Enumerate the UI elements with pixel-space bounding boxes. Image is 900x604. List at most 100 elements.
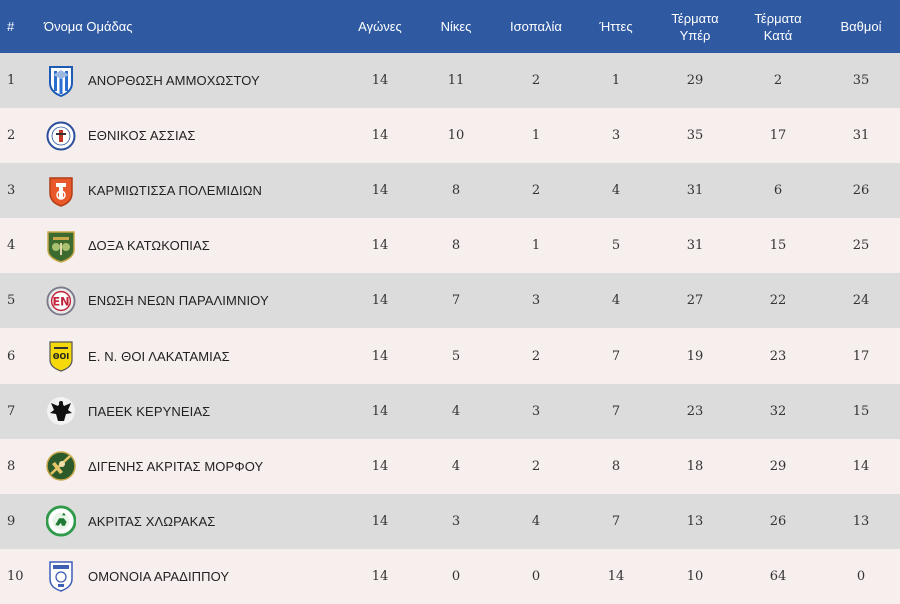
played-cell: 14 [371,513,389,529]
rank-cell: 9 [7,513,16,529]
wins-cell: 10 [447,128,465,144]
losses-cell: 14 [607,568,625,584]
goals-for-cell: 31 [686,238,704,254]
team-name[interactable]: ΚΑΡΜΙΩΤΙΣΣΑ ΠΟΛΕΜΙΔΙΩΝ [88,183,263,199]
played-cell: 14 [371,458,389,474]
goals-against-cell: 26 [769,513,787,529]
draws-cell: 3 [531,403,541,419]
goals-for-cell: 29 [686,73,704,89]
team-name[interactable]: ΟΜΟΝΟΙΑ ΑΡΑΔΙΠΠΟΥ [88,568,230,584]
doxa-logo [46,229,76,263]
header-goals-for: Τέρματα Υπέρ [656,0,734,53]
team-name[interactable]: ΕΘΝΙΚΟΣ ΑΣΣΙΑΣ [88,128,196,144]
goals-for-cell: 18 [686,458,704,474]
ethnikos-assias-logo [46,119,76,153]
paeek-logo [46,394,76,428]
points-cell: 15 [852,403,870,419]
table-row: 3 ΚΑΡΜΙΩΤΙΣΣΑ ΠΟΛΕΜΙΔΙΩΝ 14 8 2 4 31 6 26 [0,163,900,219]
header-goals-for-line1: Τέρματα [671,10,719,26]
wins-cell: 4 [451,403,461,419]
goals-for-cell: 35 [686,128,704,144]
team-name[interactable]: ΔΟΞΑ ΚΑΤΩΚΟΠΙΑΣ [88,238,210,254]
wins-cell: 7 [451,293,461,309]
header-goals-against-line2: Κατά [763,27,793,43]
goals-against-cell: 2 [773,73,783,89]
table-row: 6 ΘΟΙ Ε. Ν. ΘΟΙ ΛΑΚΑΤΑΜΙΑΣ 14 5 2 7 19 23 17 [0,328,900,384]
draws-cell: 0 [531,568,541,584]
team-name[interactable]: ΕΝΩΣΗ ΝΕΩΝ ΠΑΡΑΛΙΜΝΙΟΥ [88,293,269,309]
header-points: Βαθμοί [840,19,882,34]
losses-cell: 3 [611,128,621,144]
losses-cell: 7 [611,348,621,364]
digenis-logo [46,449,76,483]
wins-cell: 8 [451,183,461,199]
points-cell: 31 [852,128,870,144]
wins-cell: 4 [451,458,461,474]
goals-against-cell: 64 [769,568,787,584]
points-cell: 14 [852,458,870,474]
omonoia-aradippou-logo [46,559,76,593]
team-name[interactable]: ΑΚΡΙΤΑΣ ΧΛΩΡΑΚΑΣ [88,513,216,529]
team-cell: ΠΑΕΕΚ ΚΕΡΥΝΕΙΑΣ [44,384,344,439]
rank-cell: 5 [7,293,16,309]
anorthosis-logo [46,64,76,98]
team-cell: ΟΜΟΝΟΙΑ ΑΡΑΔΙΠΠΟΥ [44,549,344,604]
header-goals-against-line1: Τέρματα [754,10,802,26]
goals-for-cell: 19 [686,348,704,364]
header-goals-for-line2: Υπέρ [679,27,711,43]
rank-cell: 6 [7,348,16,364]
table-row: 5 EN ΕΝΩΣΗ ΝΕΩΝ ΠΑΡΑΛΙΜΝΙΟΥ 14 7 3 4 27 22 24 [0,273,900,329]
played-cell: 14 [371,128,389,144]
wins-cell: 11 [447,73,465,89]
header-goals-against: Τέρματα Κατά [734,0,822,53]
table-row: 2 ΕΘΝΙΚΟΣ ΑΣΣΙΑΣ 14 10 1 3 35 17 31 [0,108,900,164]
header-rank: # [7,19,15,34]
wins-cell: 8 [451,238,461,254]
played-cell: 14 [371,238,389,254]
wins-cell: 5 [451,348,461,364]
draws-cell: 1 [531,238,541,254]
goals-for-cell: 23 [686,403,704,419]
draws-cell: 2 [531,73,541,89]
goals-against-cell: 6 [773,183,783,199]
goals-against-cell: 17 [769,128,787,144]
enp-logo: EN [46,284,76,318]
team-cell: EN ΕΝΩΣΗ ΝΕΩΝ ΠΑΡΑΛΙΜΝΙΟΥ [44,273,344,328]
points-cell: 25 [852,238,870,254]
team-cell: ΕΘΝΙΚΟΣ ΑΣΣΙΑΣ [44,108,344,163]
team-cell: ΔΟΞΑ ΚΑΤΩΚΟΠΙΑΣ [44,218,344,273]
goals-against-cell: 23 [769,348,787,364]
header-team: Όνομα Ομάδας [44,19,133,34]
rank-cell: 8 [7,458,16,474]
rank-cell: 4 [7,238,16,254]
draws-cell: 3 [531,293,541,309]
wins-cell: 3 [451,513,461,529]
table-row: 1 ΑΝΟΡΘΩΣΗ ΑΜΜΟΧΩΣΤΟΥ 14 11 2 1 29 2 35 [0,53,900,109]
goals-against-cell: 15 [769,238,787,254]
points-cell: 35 [852,73,870,89]
draws-cell: 2 [531,458,541,474]
losses-cell: 7 [611,513,621,529]
goals-against-cell: 32 [769,403,787,419]
draws-cell: 2 [531,183,541,199]
goals-against-cell: 29 [769,458,787,474]
team-name[interactable]: ΠΑΕΕΚ ΚΕΡΥΝΕΙΑΣ [88,403,211,419]
rank-cell: 3 [7,183,16,199]
losses-cell: 4 [611,293,621,309]
table-row: 8 ΔΙΓΕΝΗΣ ΑΚΡΙΤΑΣ ΜΟΡΦΟΥ 14 4 2 8 18 29 14 [0,438,900,494]
table-header-row: # Όνομα Ομάδας Αγώνες Νίκες Ισοπαλία Ήττ… [0,0,900,53]
header-losses: Ήττες [599,19,633,34]
header-draws: Ισοπαλία [510,19,562,34]
team-name[interactable]: ΑΝΟΡΘΩΣΗ ΑΜΜΟΧΩΣΤΟΥ [88,73,260,89]
losses-cell: 7 [611,403,621,419]
played-cell: 14 [371,568,389,584]
team-cell: ΔΙΓΕΝΗΣ ΑΚΡΙΤΑΣ ΜΟΡΦΟΥ [44,439,344,494]
table-row: 9 ΑΚΡΙΤΑΣ ΧΛΩΡΑΚΑΣ 14 3 4 7 13 26 13 [0,493,900,549]
header-played: Αγώνες [358,19,402,34]
team-name[interactable]: Ε. Ν. ΘΟΙ ΛΑΚΑΤΑΜΙΑΣ [88,348,230,364]
team-name[interactable]: ΔΙΓΕΝΗΣ ΑΚΡΙΤΑΣ ΜΟΡΦΟΥ [88,458,264,474]
wins-cell: 0 [451,568,461,584]
akritas-logo [46,504,76,538]
draws-cell: 2 [531,348,541,364]
